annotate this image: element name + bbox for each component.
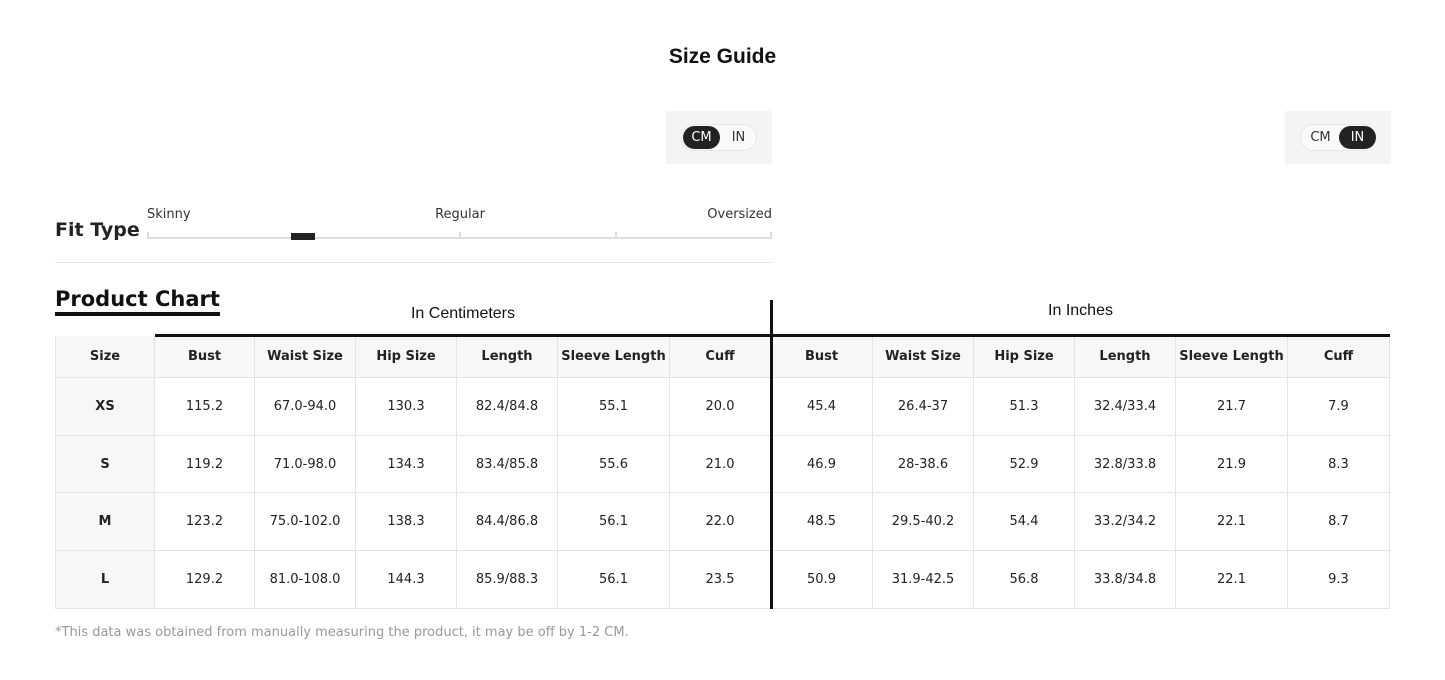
table-cell: 33.2/34.2 xyxy=(1075,493,1176,551)
table-cell: 50.9 xyxy=(771,551,873,609)
unit-option[interactable]: CM xyxy=(1310,130,1331,145)
table-cell: 21.7 xyxy=(1176,378,1288,436)
row-header: XS xyxy=(55,378,155,436)
group-divider xyxy=(770,300,773,609)
table-cell: 56.8 xyxy=(974,551,1075,609)
table-cell: 9.3 xyxy=(1288,551,1390,609)
table-cell: 55.6 xyxy=(558,436,670,493)
column-header: Bust xyxy=(771,336,873,378)
unit-toggle: CM IN xyxy=(1285,111,1391,164)
unit-option[interactable]: IN xyxy=(1339,126,1376,149)
table-cell: 51.3 xyxy=(974,378,1075,436)
table-cell: 22.1 xyxy=(1176,551,1288,609)
fit-scale-label: Regular xyxy=(435,207,485,222)
table-cell: 33.8/34.8 xyxy=(1075,551,1176,609)
fit-scale-label: Oversized xyxy=(707,207,772,222)
column-header: Cuff xyxy=(670,336,771,378)
fit-tick xyxy=(147,232,149,239)
table-cell: 123.2 xyxy=(155,493,255,551)
table-cell: 115.2 xyxy=(155,378,255,436)
table-cell: 45.4 xyxy=(771,378,873,436)
fit-tick xyxy=(615,232,617,239)
unit-option[interactable]: CM xyxy=(683,126,720,149)
table-cell: 129.2 xyxy=(155,551,255,609)
table-cell: 22.0 xyxy=(670,493,771,551)
footnote: *This data was obtained from manually me… xyxy=(55,625,629,640)
table-cell: 119.2 xyxy=(155,436,255,493)
column-header: Cuff xyxy=(1288,336,1390,378)
table-cell: 7.9 xyxy=(1288,378,1390,436)
table-cell: 55.1 xyxy=(558,378,670,436)
column-header: Length xyxy=(1075,336,1176,378)
table-cell: 8.3 xyxy=(1288,436,1390,493)
table-cell: 82.4/84.8 xyxy=(457,378,558,436)
toggle-pill: CM IN xyxy=(1300,124,1376,151)
column-header: Size xyxy=(55,336,155,378)
toggle-pill: CM IN xyxy=(681,124,757,151)
product-chart-title: Product Chart xyxy=(55,286,220,316)
table-cell: 81.0-108.0 xyxy=(255,551,356,609)
group-header: In Centimeters xyxy=(410,305,516,322)
table-cell: 21.9 xyxy=(1176,436,1288,493)
fit-tick xyxy=(770,232,772,239)
fit-indicator xyxy=(291,233,315,240)
row-header: M xyxy=(55,493,155,551)
table-cell: 54.4 xyxy=(974,493,1075,551)
group-header: In Inches xyxy=(1048,302,1113,319)
table-cell: 67.0-94.0 xyxy=(255,378,356,436)
table-cell: 56.1 xyxy=(558,551,670,609)
table-cell: 71.0-98.0 xyxy=(255,436,356,493)
table-cell: 144.3 xyxy=(356,551,457,609)
column-header: Waist Size xyxy=(873,336,974,378)
fit-type-label: Fit Type xyxy=(55,219,140,241)
column-header: Hip Size xyxy=(974,336,1075,378)
column-header: Hip Size xyxy=(356,336,457,378)
page-title: Size Guide xyxy=(668,45,777,68)
column-header: Waist Size xyxy=(255,336,356,378)
table-cell: 138.3 xyxy=(356,493,457,551)
table-cell: 20.0 xyxy=(670,378,771,436)
table-cell: 84.4/86.8 xyxy=(457,493,558,551)
table-cell: 134.3 xyxy=(356,436,457,493)
table-cell: 23.5 xyxy=(670,551,771,609)
table-cell: 130.3 xyxy=(356,378,457,436)
column-header: Bust xyxy=(155,336,255,378)
table-cell: 46.9 xyxy=(771,436,873,493)
table-cell: 28-38.6 xyxy=(873,436,974,493)
table-cell: 32.8/33.8 xyxy=(1075,436,1176,493)
table-cell: 85.9/88.3 xyxy=(457,551,558,609)
table-cell: 83.4/85.8 xyxy=(457,436,558,493)
table-cell: 26.4-37 xyxy=(873,378,974,436)
table-cell: 29.5-40.2 xyxy=(873,493,974,551)
table-cell: 56.1 xyxy=(558,493,670,551)
column-header: Sleeve Length xyxy=(1176,336,1288,378)
table-cell: 32.4/33.4 xyxy=(1075,378,1176,436)
fit-tick xyxy=(459,232,461,239)
column-header: Sleeve Length xyxy=(558,336,670,378)
row-header: L xyxy=(55,551,155,609)
table-cell: 22.1 xyxy=(1176,493,1288,551)
divider xyxy=(55,262,772,263)
table-cell: 52.9 xyxy=(974,436,1075,493)
column-header: Length xyxy=(457,336,558,378)
fit-scale-label: Skinny xyxy=(147,207,191,222)
table-cell: 8.7 xyxy=(1288,493,1390,551)
unit-option[interactable]: IN xyxy=(731,130,746,145)
table-cell: 48.5 xyxy=(771,493,873,551)
row-header: S xyxy=(55,436,155,493)
table-cell: 21.0 xyxy=(670,436,771,493)
table-cell: 31.9-42.5 xyxy=(873,551,974,609)
table-cell: 75.0-102.0 xyxy=(255,493,356,551)
unit-toggle: CM IN xyxy=(666,111,772,164)
